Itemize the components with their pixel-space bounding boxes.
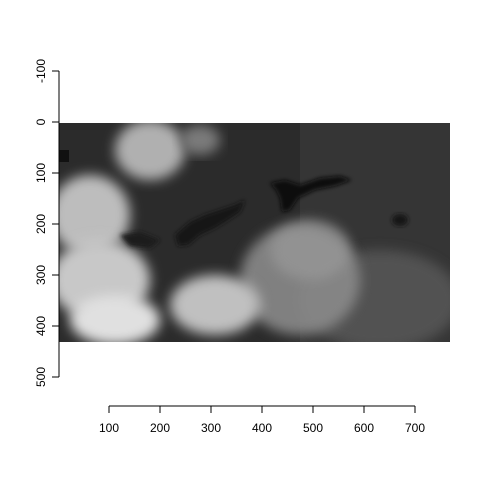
- y-tick-label: 100: [34, 163, 48, 183]
- y-tick-label: 300: [34, 265, 48, 285]
- cloud-left-upper: [59, 175, 130, 255]
- lake-upper-left: [59, 150, 69, 162]
- y-tick-label: 500: [34, 367, 48, 387]
- cloud-left-top: [115, 123, 185, 180]
- haze-center-2: [270, 220, 350, 280]
- cloud-left-bottom: [70, 295, 160, 342]
- y-tick-label: -100: [34, 59, 48, 83]
- x-axis: 100 200 300 400 500 600 700: [99, 405, 425, 435]
- x-tick-label: 700: [405, 421, 425, 435]
- y-axis: -100 0 100 200 300 400 500: [34, 59, 60, 387]
- x-tick-label: 400: [252, 421, 272, 435]
- river-left: [120, 232, 160, 248]
- x-tick-label: 200: [150, 421, 170, 435]
- y-tick-label: 0: [34, 118, 48, 125]
- raster-image: [59, 123, 450, 342]
- cloud-upper-center: [180, 125, 220, 155]
- x-tick-label: 500: [303, 421, 323, 435]
- x-tick-label: 100: [99, 421, 119, 435]
- y-tick-label: 200: [34, 214, 48, 234]
- x-tick-label: 300: [201, 421, 221, 435]
- lake-right: [270, 176, 352, 212]
- lake-right-small: [392, 214, 408, 226]
- x-tick-label: 600: [354, 421, 374, 435]
- cloud-lower-center: [170, 275, 260, 335]
- river-center: [175, 200, 245, 246]
- y-tick-label: 400: [34, 316, 48, 336]
